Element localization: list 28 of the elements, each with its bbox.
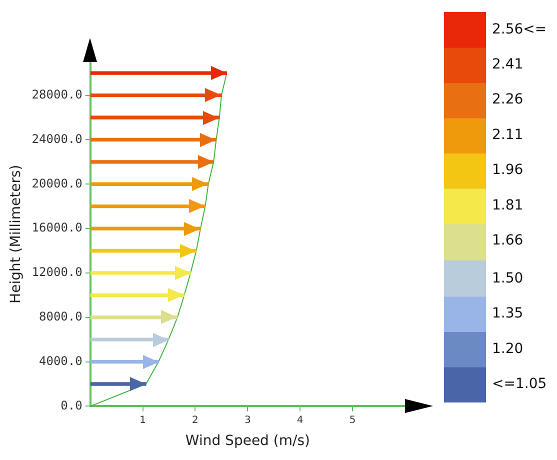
x-tick-label: 2 bbox=[192, 414, 198, 426]
color-bar-label: 2.11 bbox=[492, 126, 524, 143]
color-bar-label: 1.35 bbox=[492, 306, 524, 322]
color-bar-label: 1.96 bbox=[492, 162, 524, 178]
color-bar-label: 2.26 bbox=[492, 92, 524, 108]
bar bbox=[90, 160, 214, 164]
y-tick-label: 4000.0 bbox=[39, 354, 82, 368]
y-tick-label: 16000.0 bbox=[32, 220, 82, 235]
y-tick-label: 24000.0 bbox=[32, 132, 82, 146]
bar bbox=[90, 271, 191, 275]
color-bar-label: 1.81 bbox=[492, 197, 524, 214]
y-tick-label: 12000.0 bbox=[32, 265, 82, 280]
color-bar-label: 2.41 bbox=[492, 56, 524, 72]
color-bar-label: 1.50 bbox=[492, 270, 524, 286]
x-axis-title: Wind Speed (m/s) bbox=[185, 433, 310, 450]
y-axis-title: Height (Millimeters) bbox=[8, 164, 24, 304]
y-tick-label: 0.0 bbox=[60, 398, 82, 412]
color-bar-label: 2.56<= bbox=[492, 21, 547, 38]
color-bar-label: <=1.05 bbox=[492, 376, 547, 392]
x-tick-label: 4 bbox=[296, 414, 304, 426]
x-tick-label: 1 bbox=[140, 414, 146, 426]
y-tick-label: 8000.0 bbox=[39, 310, 82, 324]
color-bar-label: 1.66 bbox=[492, 232, 524, 249]
color-bar-label: 1.20 bbox=[492, 340, 524, 357]
y-tick-label: 20000.0 bbox=[32, 176, 82, 190]
x-tick-label: 3 bbox=[244, 414, 251, 426]
y-tick-label: 28000.0 bbox=[32, 87, 82, 102]
x-tick-label: 5 bbox=[349, 414, 356, 426]
